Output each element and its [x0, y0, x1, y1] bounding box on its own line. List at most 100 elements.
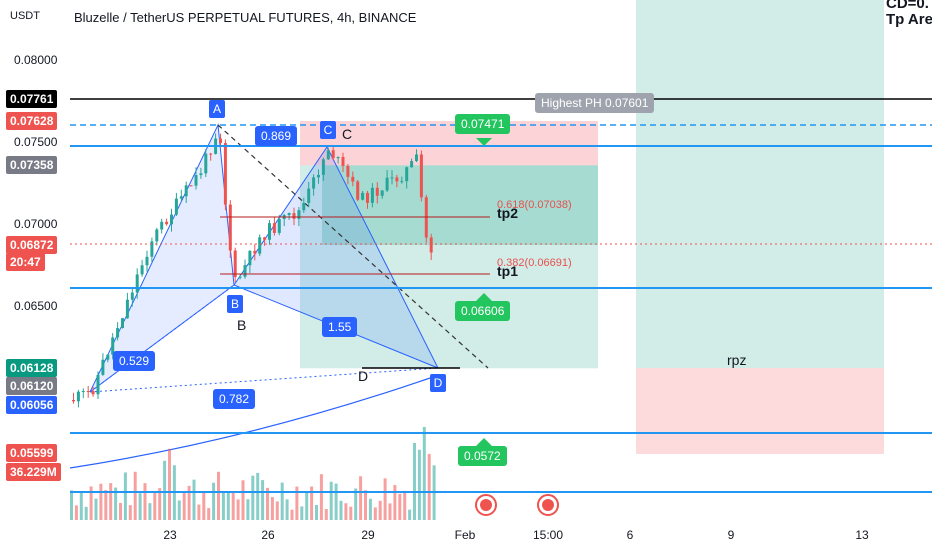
rpz-profit-zone [636, 0, 884, 368]
fib-618-label: 0.618(0.07038) [497, 199, 572, 211]
candle-body [395, 177, 399, 182]
volume-bar [94, 498, 98, 520]
price-tag-resistance: 0.07761 [6, 90, 58, 108]
volume-bar [334, 483, 338, 520]
volume-bar [427, 453, 431, 520]
volume-bar [305, 491, 309, 520]
volume-bar [153, 492, 157, 520]
tp1-label: tp1 [497, 263, 518, 279]
volume-bar [319, 474, 323, 520]
candle-body [366, 192, 369, 203]
candle-body [268, 223, 271, 240]
volume-bar [123, 472, 127, 520]
candle-body [140, 265, 144, 275]
highest-ph-label[interactable]: Highest PH 0.07601 [535, 93, 655, 113]
target-low-label[interactable]: 0.0572 [458, 446, 507, 466]
volume-bar [256, 472, 260, 520]
volume-bar [246, 499, 250, 520]
price-tag-high: 0.07628 [6, 112, 58, 130]
volume-bar [163, 460, 167, 520]
x-tick: Feb [454, 528, 476, 542]
pattern-point-a[interactable]: A [209, 100, 225, 118]
volume-bar [364, 490, 367, 520]
volume-bar [261, 480, 265, 520]
candle-body [410, 161, 414, 168]
corner-annotation: CD=0. Tp Are [886, 0, 932, 28]
price-tag-low: 0.05599 [6, 444, 58, 462]
volume-bar [197, 504, 201, 520]
ratio-label[interactable]: 0.869 [255, 126, 298, 146]
price-tag-level: 0.07358 [6, 156, 58, 174]
candle-body [86, 391, 90, 393]
candle-body [346, 165, 350, 177]
x-tick: 26 [261, 528, 275, 542]
pattern-point-c[interactable]: C [320, 121, 336, 139]
volume-bar [329, 481, 333, 520]
price-tag-grey: 0.06120 [6, 377, 58, 395]
target-arrow [476, 293, 492, 301]
candle-body [81, 391, 85, 393]
candle-body [258, 237, 262, 254]
ratio-label[interactable]: 0.782 [213, 389, 256, 409]
corner-line-1: CD=0. [886, 0, 929, 12]
volume-bar [148, 503, 152, 520]
candle-body [121, 318, 124, 329]
candle-body [194, 175, 198, 186]
symbol-title[interactable]: Bluzelle / TetherUS PERPETUAL FUTURES, 4… [74, 10, 417, 25]
pattern-point-d[interactable]: D [430, 374, 446, 392]
volume-bar [70, 490, 73, 520]
c-text: C [342, 126, 353, 142]
volume-bar [241, 480, 245, 520]
volume-bar [251, 475, 255, 520]
candle-body [390, 177, 394, 179]
candle-body [356, 181, 360, 200]
target-high-label[interactable]: 0.07471 [455, 114, 511, 134]
volume-bar [84, 506, 88, 520]
rpz-stop-zone [636, 368, 884, 454]
candle-body [170, 214, 173, 225]
candle-body [135, 274, 139, 293]
candle-body [223, 143, 227, 205]
volume-bar [408, 509, 412, 520]
volume-bar [104, 490, 108, 520]
candle-body [429, 237, 433, 253]
y-tick: 0.06500 [14, 299, 58, 313]
target-mid-label[interactable]: 0.06606 [455, 301, 511, 321]
candle-body [361, 192, 365, 200]
candle-body [419, 154, 423, 198]
volume-bar [295, 486, 299, 520]
candle-body [96, 374, 100, 395]
pattern-point-b[interactable]: B [227, 295, 243, 313]
candle-body [219, 138, 222, 144]
xd-dotted-line [89, 367, 439, 393]
volume-bar [192, 479, 196, 520]
candle-body [243, 265, 247, 277]
volume-bar [182, 491, 186, 520]
rpz-label: rpz [727, 352, 747, 368]
candle-body [189, 185, 193, 187]
price-tag-green: 0.06128 [6, 359, 58, 377]
volume-bar [354, 488, 358, 520]
volume-bar [109, 483, 113, 520]
volume-bar [290, 509, 294, 520]
candle-body [130, 292, 134, 300]
candle-body [302, 202, 306, 211]
d-text: D [358, 368, 369, 384]
candle-body [321, 159, 325, 175]
volume-bar [349, 506, 353, 520]
candle-body [228, 204, 232, 251]
volume-bar [114, 487, 118, 520]
candle-body [400, 181, 404, 183]
price-tag-blue: 0.06056 [6, 396, 58, 414]
candle-body [106, 354, 110, 360]
candle-body [385, 177, 389, 191]
candle-body [341, 157, 345, 166]
ratio-label[interactable]: 1.55 [322, 317, 358, 337]
volume-bar [315, 504, 318, 520]
volume-bar [143, 483, 147, 520]
ratio-label[interactable]: 0.529 [113, 351, 156, 371]
volume-bar [324, 509, 328, 520]
candle-body [277, 218, 281, 233]
